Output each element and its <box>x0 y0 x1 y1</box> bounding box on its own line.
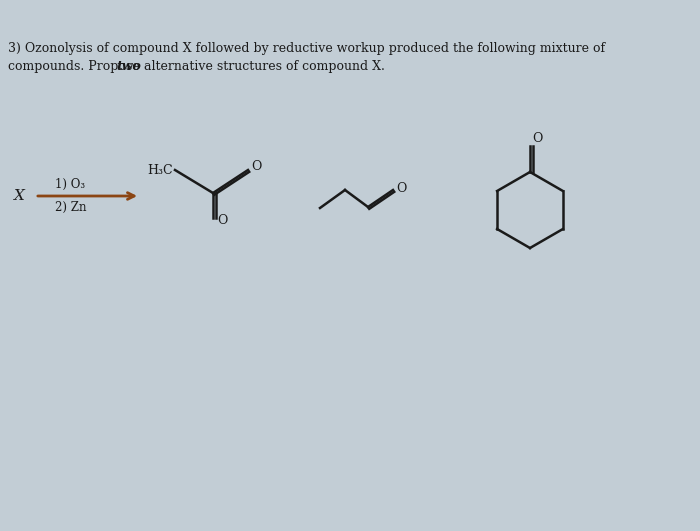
Text: 3) Ozonolysis of compound X followed by reductive workup produced the following : 3) Ozonolysis of compound X followed by … <box>8 42 605 55</box>
Text: 2) Zn: 2) Zn <box>55 201 87 213</box>
Text: O: O <box>251 160 261 174</box>
Text: O: O <box>217 215 228 227</box>
Text: alternative structures of compound X.: alternative structures of compound X. <box>140 60 385 73</box>
Text: O: O <box>396 182 407 194</box>
Text: O: O <box>532 133 542 145</box>
Text: H₃C: H₃C <box>148 164 173 176</box>
Text: two: two <box>116 60 141 73</box>
Text: X: X <box>14 189 25 203</box>
Text: 1) O₃: 1) O₃ <box>55 177 85 191</box>
Text: compounds. Propose: compounds. Propose <box>8 60 143 73</box>
